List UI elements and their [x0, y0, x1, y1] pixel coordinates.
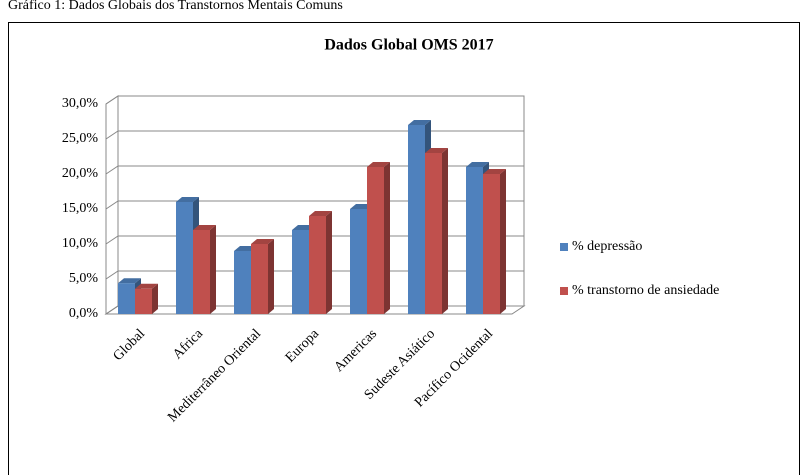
y-tick-label: 25,0%: [62, 131, 99, 146]
y-tick-label: 30,0%: [62, 96, 99, 111]
chart-title: Dados Global OMS 2017: [324, 37, 493, 54]
bar: [292, 230, 309, 314]
bar-top: [251, 239, 274, 244]
bar: [466, 167, 483, 314]
y-tick-label: 10,0%: [62, 236, 99, 251]
bar: [425, 153, 442, 314]
bar: [234, 251, 251, 314]
bar-side: [210, 225, 216, 314]
bar: [350, 209, 367, 314]
bar: [408, 125, 425, 314]
y-tick-label: 15,0%: [62, 201, 99, 216]
bar: [483, 174, 500, 314]
bar-top: [367, 162, 390, 167]
bar-top: [408, 120, 431, 125]
grid-line: [105, 165, 524, 175]
caption: Gráfico 1: Dados Globais dos Transtornos…: [8, 0, 343, 13]
bar: [367, 167, 384, 314]
grid-line: [105, 200, 524, 210]
bar-side: [268, 239, 274, 314]
bar-side: [442, 148, 448, 314]
y-tick-label: 5,0%: [69, 271, 99, 286]
legend-swatch: [560, 243, 568, 251]
grid-line: [105, 95, 524, 105]
x-tick-label: Americas: [332, 326, 381, 375]
bar: [251, 244, 268, 314]
y-tick-label: 0,0%: [69, 306, 99, 321]
bar: [118, 283, 135, 314]
y-tick-label: 20,0%: [62, 166, 99, 181]
bar-top: [118, 278, 141, 284]
bar-side: [326, 211, 332, 314]
x-tick-label: Africa: [170, 326, 206, 362]
bar-side: [384, 162, 390, 314]
x-tick-label: Global: [111, 326, 149, 364]
bar-top: [176, 197, 199, 202]
bar: [176, 202, 193, 314]
grid-line: [105, 130, 524, 140]
bar-top: [135, 283, 158, 289]
bar-top: [466, 162, 489, 167]
chart-frame: [8, 22, 800, 475]
legend-swatch: [560, 287, 568, 295]
bar-top: [425, 148, 448, 153]
bar-side: [500, 169, 506, 314]
bar-top: [193, 225, 216, 230]
bar: [135, 288, 152, 314]
legend-label: % depressão: [572, 239, 642, 254]
legend-label: % transtorno de ansiedade: [572, 283, 719, 298]
bar-side: [152, 283, 158, 314]
bar-top: [309, 211, 332, 216]
bar-top: [483, 169, 506, 174]
bar: [309, 216, 326, 314]
bar: [193, 230, 210, 314]
x-tick-label: Europa: [283, 326, 323, 366]
